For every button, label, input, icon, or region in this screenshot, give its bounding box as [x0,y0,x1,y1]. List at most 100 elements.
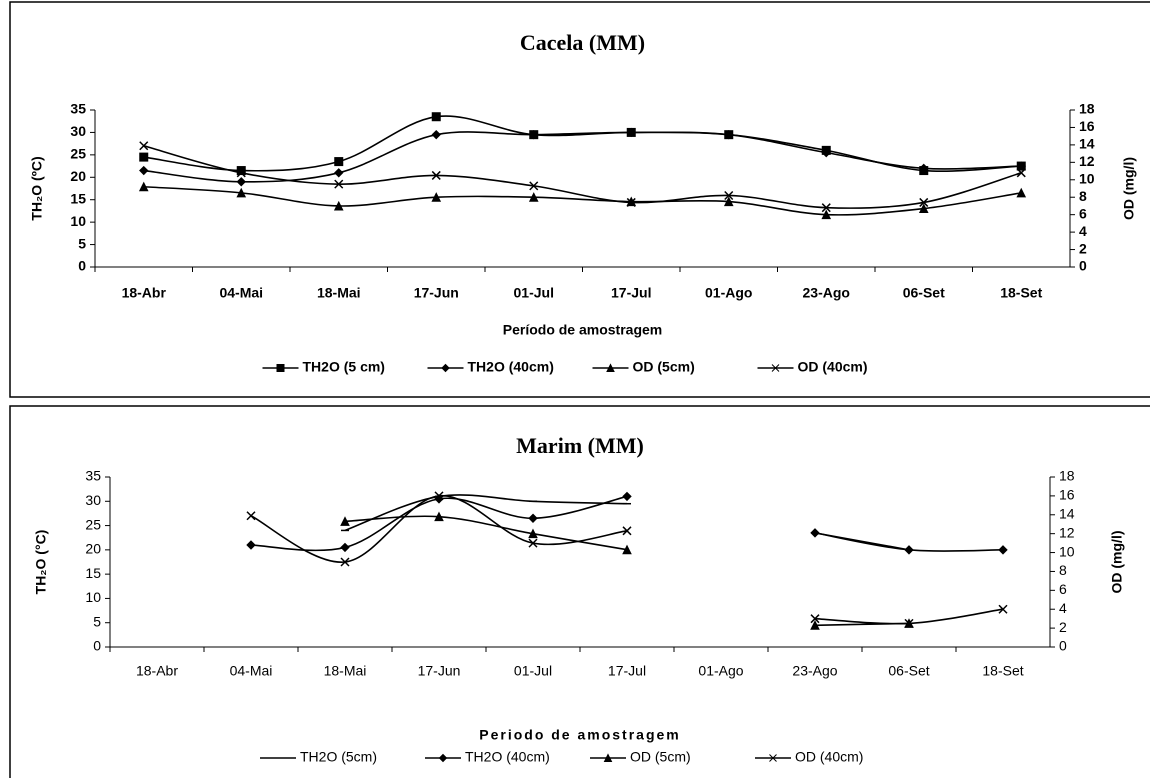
y2-tick-label: 18 [1079,101,1095,117]
x-tick-label: 01-Ago [698,663,743,679]
marker [528,513,538,523]
y2-tick-label: 16 [1059,487,1075,503]
marker [246,511,256,521]
marker [622,544,632,555]
marker [431,192,442,202]
y-tick-label: 20 [85,541,101,557]
marker [334,157,344,167]
series-line [344,515,910,627]
x-axis-label: Periodo de amostragem [479,727,681,743]
x-tick-label: 23-Ago [792,663,837,679]
legend-label: OD (5cm) [633,359,695,375]
marker [236,166,246,176]
series-line [143,144,1022,209]
y2-tick-label: 0 [1059,638,1067,654]
y2-tick-label: 14 [1059,505,1075,521]
chart-title: Cacela (MM) [520,30,645,55]
marker [334,168,344,178]
y2-tick-label: 4 [1079,223,1087,239]
marker [340,542,350,553]
y2-axis-label: OD (mg/l) [1121,157,1137,220]
marker [724,190,734,201]
legend-label: TH2O (5cm) [300,749,377,765]
y-tick-label: 35 [70,101,86,117]
marker [1016,168,1026,178]
legend-marker [603,753,613,762]
legend-marker [769,754,777,762]
marker [431,112,441,122]
y-tick-label: 15 [85,565,101,581]
y2-tick-label: 8 [1079,188,1087,204]
x-tick-label: 18-Mai [324,663,367,679]
marker [904,545,914,555]
y2-tick-label: 8 [1059,562,1067,578]
x-tick-label: 04-Mai [219,285,263,301]
y-tick-label: 0 [93,638,101,654]
series-line [250,495,1004,552]
legend-label: OD (40cm) [798,359,868,375]
marker [139,165,149,176]
marker [528,538,538,548]
legend-marker [276,364,285,372]
marker [434,511,444,522]
y2-tick-label: 10 [1079,170,1095,186]
y-tick-label: 25 [70,146,86,162]
x-tick-label: 18-Mai [317,285,361,301]
marker [431,129,441,140]
x-tick-label: 17-Jun [418,663,461,679]
y2-tick-label: 12 [1079,153,1095,169]
legend-marker [441,363,450,373]
legend-marker [438,753,448,763]
y2-tick-label: 14 [1079,136,1095,152]
marker [998,604,1008,614]
marker [810,528,820,538]
marker [139,152,149,162]
y-tick-label: 10 [85,589,101,605]
y-tick-label: 5 [78,235,86,251]
series-line [250,495,1004,625]
marker [529,181,539,191]
marker [340,557,350,567]
x-tick-label: 01-Jul [514,663,552,679]
y-tick-label: 15 [70,190,86,206]
marker [529,129,539,140]
y2-tick-label: 4 [1059,600,1067,616]
chart-title: Marim (MM) [516,433,644,458]
x-tick-label: 18-Abr [136,663,178,679]
x-tick-label: 23-Ago [803,285,850,301]
y-tick-label: 20 [70,168,86,184]
marker [919,163,929,174]
x-tick-label: 18-Set [982,663,1023,679]
x-tick-label: 17-Jun [414,285,459,301]
marker [918,203,929,214]
y2-tick-label: 18 [1059,468,1075,484]
y-tick-label: 5 [93,613,101,629]
y-tick-label: 35 [85,468,101,484]
marker [528,528,538,539]
x-tick-label: 06-Set [903,285,945,301]
marker [138,181,149,192]
marker [340,516,350,526]
x-axis-label: Período de amostragem [503,322,663,338]
marker [139,141,149,151]
marker [723,196,734,207]
x-tick-label: 17-Jul [611,285,651,301]
y-axis-label: TH₂O (ºC) [29,156,45,220]
legend-label: OD (5cm) [630,749,691,765]
y2-tick-label: 2 [1059,619,1067,635]
marker [431,170,441,180]
marker [528,192,539,202]
legend-marker [771,364,780,372]
x-tick-label: 01-Jul [514,285,554,301]
x-tick-label: 18-Abr [122,285,167,301]
y2-tick-label: 6 [1059,581,1067,597]
marker [919,197,929,207]
marker [236,187,247,198]
legend-label: TH2O (40cm) [465,749,550,765]
marker [1016,161,1026,171]
marker [821,203,831,213]
marker [622,526,632,536]
panel-frame [9,405,1150,778]
